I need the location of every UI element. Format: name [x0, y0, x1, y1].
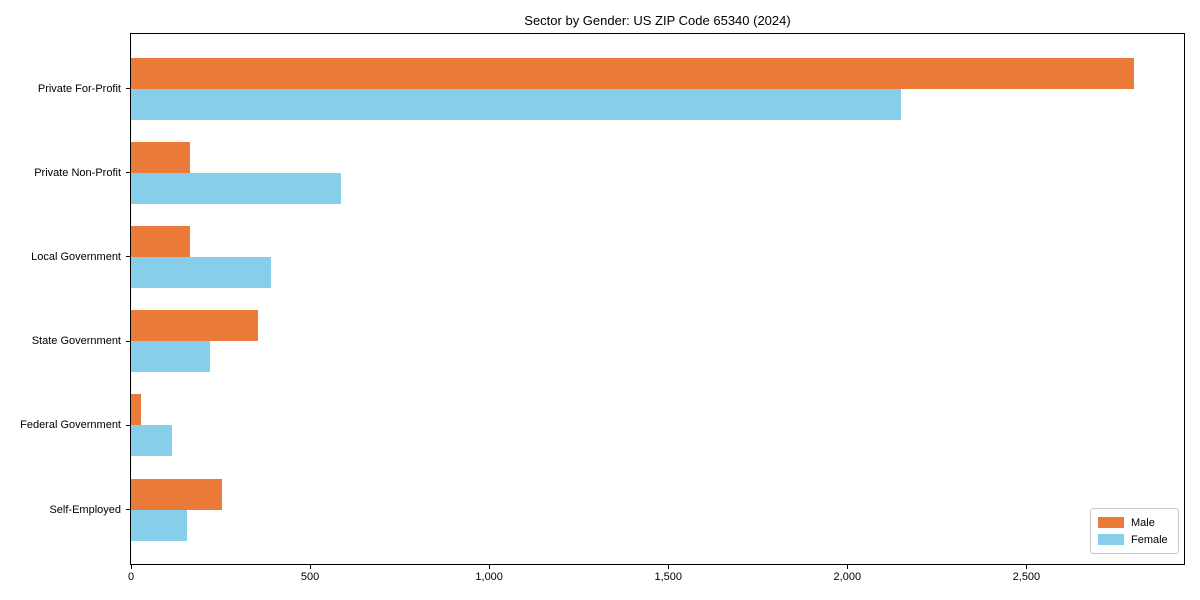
- y-tick-mark-private-non-profit: [126, 172, 130, 174]
- bar-male-private-non-profit: [131, 141, 191, 173]
- x-tick-mark-0: [130, 565, 132, 569]
- y-tick-label-private-for-profit: Private For-Profit: [37, 82, 121, 95]
- x-tick-mark-1500: [667, 565, 669, 569]
- y-tick-mark-federal-government: [126, 424, 130, 426]
- bar-male-self-employed: [131, 478, 223, 510]
- bar-female-self-employed: [131, 509, 187, 541]
- bar-male-federal-government: [131, 394, 142, 426]
- y-tick-mark-local-government: [126, 256, 130, 258]
- legend-swatch-female: [1098, 534, 1124, 545]
- y-tick-label-self-employed: Self-Employed: [49, 503, 121, 516]
- x-tick-label-1000: 1,000: [475, 571, 503, 583]
- x-tick-mark-500: [309, 565, 311, 569]
- y-tick-label-federal-government: Federal Government: [20, 419, 121, 432]
- y-tick-label-local-government: Local Government: [31, 250, 121, 263]
- x-tick-label-1500: 1,500: [654, 571, 682, 583]
- legend-label-male: Male: [1131, 516, 1155, 529]
- x-tick-label-0: 0: [127, 571, 135, 583]
- y-tick-label-private-non-profit: Private Non-Profit: [34, 166, 121, 179]
- bar-female-private-for-profit: [131, 88, 902, 120]
- y-tick-mark-state-government: [126, 340, 130, 342]
- bar-male-private-for-profit: [131, 57, 1134, 89]
- x-tick-mark-1000: [488, 565, 490, 569]
- bar-female-private-non-profit: [131, 172, 341, 204]
- x-tick-mark-2500: [1025, 565, 1027, 569]
- bar-female-local-government: [131, 256, 271, 288]
- legend: Male Female: [1090, 508, 1179, 554]
- y-tick-mark-self-employed: [126, 509, 130, 510]
- legend-item-female: Female: [1098, 531, 1171, 548]
- chart-title: Sector by Gender: US ZIP Code 65340 (202…: [524, 13, 791, 28]
- x-tick-label-500: 500: [300, 571, 320, 583]
- legend-label-female: Female: [1131, 533, 1168, 546]
- legend-swatch-male: [1098, 517, 1124, 528]
- y-tick-mark-private-for-profit: [126, 88, 130, 89]
- legend-item-male: Male: [1098, 514, 1171, 531]
- bar-male-local-government: [131, 225, 191, 257]
- x-tick-label-2000: 2,000: [833, 571, 862, 583]
- bar-female-state-government: [131, 341, 210, 373]
- bar-female-federal-government: [131, 425, 173, 457]
- x-tick-mark-2000: [846, 565, 848, 569]
- bar-male-state-government: [131, 310, 259, 342]
- x-tick-label-2500: 2,500: [1012, 571, 1041, 583]
- plot-area: [130, 33, 1185, 565]
- y-tick-label-state-government: State Government: [31, 335, 121, 348]
